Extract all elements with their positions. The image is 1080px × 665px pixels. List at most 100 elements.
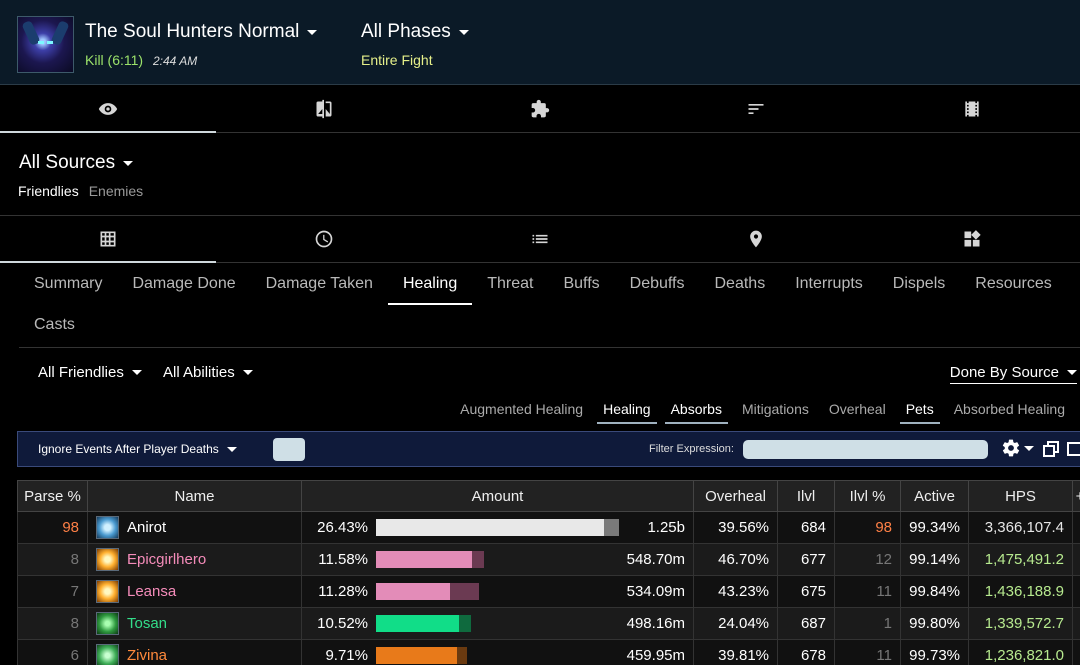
table-row[interactable]: 8 Tosan 10.52% 498.16m 24.04% 687 1 99.80% 1,339… bbox=[17, 607, 1080, 640]
toggle-healing[interactable]: Healing bbox=[597, 400, 657, 424]
name-wrap: Leansa bbox=[96, 580, 293, 603]
amount-bar-fill bbox=[376, 519, 604, 536]
amount-wrap: 26.43% 1.25b bbox=[310, 519, 685, 536]
maximize-button[interactable] bbox=[1067, 441, 1080, 462]
tab-addons[interactable] bbox=[432, 85, 648, 132]
expand-row-button[interactable]: + bbox=[1072, 511, 1080, 544]
friendlies-filter[interactable]: All Friendlies bbox=[38, 364, 142, 381]
tab-healing[interactable]: Healing bbox=[387, 274, 473, 305]
tab-threat[interactable]: Threat bbox=[487, 275, 534, 292]
player-name[interactable]: Leansa bbox=[127, 583, 177, 600]
name-cell[interactable]: Zivina bbox=[87, 639, 302, 665]
amount-cell: 10.52% 498.16m bbox=[301, 607, 694, 640]
chevron-down-icon bbox=[242, 370, 253, 375]
column-header-parse[interactable]: Parse % bbox=[17, 480, 88, 512]
tab-enemies[interactable]: Enemies bbox=[88, 183, 144, 199]
toggle-overheal[interactable]: Overheal bbox=[828, 401, 886, 417]
done-by-selector[interactable]: Done By Source bbox=[949, 364, 1077, 384]
name-wrap: Zivina bbox=[96, 644, 293, 665]
column-header-name[interactable]: Name bbox=[87, 480, 302, 512]
player-name[interactable]: Zivina bbox=[127, 647, 168, 664]
name-wrap: Epicgirlhero bbox=[96, 548, 293, 571]
toggle-absorbed-healing[interactable]: Absorbed Healing bbox=[953, 401, 1065, 417]
tab-buffs[interactable]: Buffs bbox=[563, 275, 600, 292]
table-row[interactable]: 6 Zivina 9.71% 459.95m 39.81% 678 11 99.73% 1,23… bbox=[17, 639, 1080, 665]
filter-expression-label: Filter Expression: bbox=[649, 443, 734, 455]
player-name[interactable]: Anirot bbox=[127, 519, 167, 536]
tab-table-view[interactable] bbox=[0, 216, 216, 263]
class-spec-icon bbox=[96, 516, 119, 539]
name-cell[interactable]: Epicgirlhero bbox=[87, 543, 302, 576]
table-row[interactable]: 98 Anirot 26.43% 1.25b 39.56% 684 98 99.34% 3,36… bbox=[17, 511, 1080, 544]
column-header-active[interactable]: Active bbox=[900, 480, 969, 512]
player-name[interactable]: Tosan bbox=[127, 615, 168, 632]
amount-bar bbox=[376, 615, 621, 632]
tab-overview[interactable] bbox=[0, 85, 216, 133]
active-cell: 99.80% bbox=[900, 607, 969, 640]
expand-row-button[interactable]: + bbox=[1072, 575, 1080, 608]
tab-damage-done[interactable]: Damage Done bbox=[132, 275, 236, 292]
list-icon bbox=[532, 234, 548, 244]
filter-expression-input[interactable] bbox=[743, 440, 988, 459]
done-by-label: Done By Source bbox=[949, 364, 1059, 381]
chevron-down-icon bbox=[458, 29, 469, 35]
amount-bar-fill bbox=[376, 583, 450, 600]
tab-widgets-view[interactable] bbox=[864, 216, 1080, 262]
name-cell[interactable]: Tosan bbox=[87, 607, 302, 640]
class-spec-icon bbox=[96, 548, 119, 571]
ignore-events-toggle[interactable] bbox=[273, 438, 305, 461]
phase-selector[interactable]: All Phases bbox=[361, 21, 469, 43]
tab-deaths[interactable]: Deaths bbox=[714, 275, 766, 292]
expand-row-button[interactable]: + bbox=[1072, 607, 1080, 640]
column-header-add[interactable]: + bbox=[1072, 480, 1080, 512]
player-name[interactable]: Epicgirlhero bbox=[127, 551, 207, 568]
column-header-ilvl[interactable]: Ilvl bbox=[777, 480, 835, 512]
table-row[interactable]: 7 Leansa 11.28% 534.09m 43.23% 675 11 99.84% 1,4… bbox=[17, 575, 1080, 608]
expand-row-button[interactable]: + bbox=[1072, 639, 1080, 665]
amount-bar bbox=[376, 551, 621, 568]
popout-button[interactable] bbox=[1043, 441, 1059, 462]
amount-wrap: 10.52% 498.16m bbox=[310, 615, 685, 632]
table-row[interactable]: 8 Epicgirlhero 11.58% 548.70m 46.70% 677 12 99.… bbox=[17, 543, 1080, 576]
compare-icon bbox=[316, 99, 332, 118]
tab-friendlies[interactable]: Friendlies bbox=[18, 183, 79, 199]
tab-resources[interactable]: Resources bbox=[975, 275, 1052, 292]
column-header-amount[interactable]: Amount bbox=[301, 480, 694, 512]
tab-summary[interactable]: Summary bbox=[34, 275, 103, 292]
tab-interrupts[interactable]: Interrupts bbox=[795, 275, 863, 292]
name-cell[interactable]: Anirot bbox=[87, 511, 302, 544]
toggle-absorbs[interactable]: Absorbs bbox=[664, 400, 728, 424]
kill-text: Kill (6:11) bbox=[85, 52, 144, 68]
healing-table: Parse % Name Amount Overheal Ilvl Ilvl %… bbox=[17, 480, 1080, 665]
tab-debuffs[interactable]: Debuffs bbox=[629, 275, 685, 292]
ilvl-pct-cell: 11 bbox=[834, 639, 901, 665]
toggle-pets[interactable]: Pets bbox=[899, 400, 940, 424]
abilities-filter[interactable]: All Abilities bbox=[163, 364, 253, 381]
toggle-augmented-healing[interactable]: Augmented Healing bbox=[460, 401, 584, 417]
class-spec-icon bbox=[96, 580, 119, 603]
toggle-mitigations[interactable]: Mitigations bbox=[741, 401, 809, 417]
expand-row-button[interactable]: + bbox=[1072, 543, 1080, 576]
column-header-hps[interactable]: HPS bbox=[968, 480, 1073, 512]
ilvl-pct-cell: 12 bbox=[834, 543, 901, 576]
sources-selector[interactable]: All Sources bbox=[19, 152, 134, 174]
column-header-ilvl-pct[interactable]: Ilvl % bbox=[834, 480, 901, 512]
tab-events-view[interactable] bbox=[432, 216, 648, 262]
overheal-bar-fill bbox=[450, 583, 479, 600]
tab-damage-taken[interactable]: Damage Taken bbox=[265, 275, 373, 292]
tab-casts[interactable]: Casts bbox=[34, 316, 75, 333]
tab-replay[interactable] bbox=[864, 85, 1080, 132]
amount-wrap: 11.28% 534.09m bbox=[310, 583, 685, 600]
tab-compare[interactable] bbox=[216, 85, 432, 132]
column-header-overheal[interactable]: Overheal bbox=[693, 480, 778, 512]
tab-rankings[interactable] bbox=[648, 85, 864, 132]
map-pin-icon bbox=[750, 230, 762, 248]
tab-map-view[interactable] bbox=[648, 216, 864, 262]
table-body: 98 Anirot 26.43% 1.25b 39.56% 684 98 99.34% 3,36… bbox=[17, 511, 1080, 665]
tab-dispels[interactable]: Dispels bbox=[892, 275, 946, 292]
settings-menu-button[interactable] bbox=[1001, 438, 1034, 458]
name-cell[interactable]: Leansa bbox=[87, 575, 302, 608]
ignore-events-selector[interactable]: Ignore Events After Player Deaths bbox=[38, 442, 237, 456]
tab-timeline-view[interactable] bbox=[216, 216, 432, 262]
boss-selector[interactable]: The Soul Hunters Normal bbox=[85, 21, 318, 43]
